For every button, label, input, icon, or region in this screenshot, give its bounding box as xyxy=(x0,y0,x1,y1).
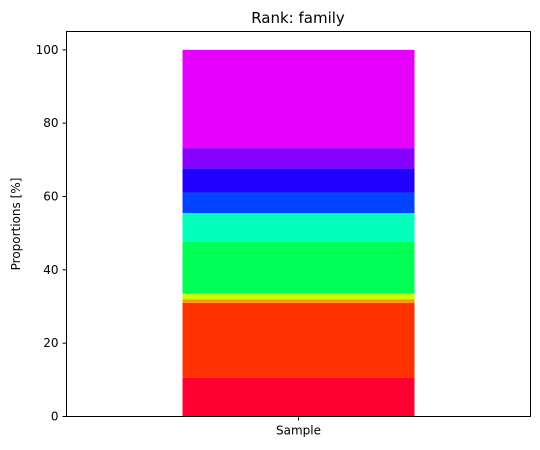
plot-frame xyxy=(66,31,531,417)
y-tick-label: 40 xyxy=(43,263,58,277)
bars-group xyxy=(182,49,415,417)
x-tick-label: Sample xyxy=(276,424,321,438)
bar-segment-5 xyxy=(182,241,415,294)
y-tick-label: 20 xyxy=(43,336,58,350)
bar-segment-4 xyxy=(182,293,415,300)
bar-segment-7 xyxy=(182,192,415,213)
bar-segment-8 xyxy=(182,168,415,193)
y-tick-label: 100 xyxy=(36,43,59,57)
bar-segment-1 xyxy=(182,377,415,417)
chart-title: Rank: family xyxy=(251,9,345,27)
y-tick-label: 60 xyxy=(43,190,58,204)
bar-segment-3 xyxy=(182,299,415,303)
bar-segment-6 xyxy=(182,213,415,242)
bar-segment-9 xyxy=(182,148,415,169)
y-axis-ticks: 0 20 40 60 80 100 xyxy=(36,43,67,424)
x-axis-ticks: Sample xyxy=(276,416,321,438)
y-axis-label: Proportions [%] xyxy=(9,178,23,271)
y-tick-label: 80 xyxy=(43,116,58,130)
bar-segment-2 xyxy=(182,302,415,378)
y-tick-label: 0 xyxy=(51,410,59,424)
bar-segment-10 xyxy=(182,49,415,149)
